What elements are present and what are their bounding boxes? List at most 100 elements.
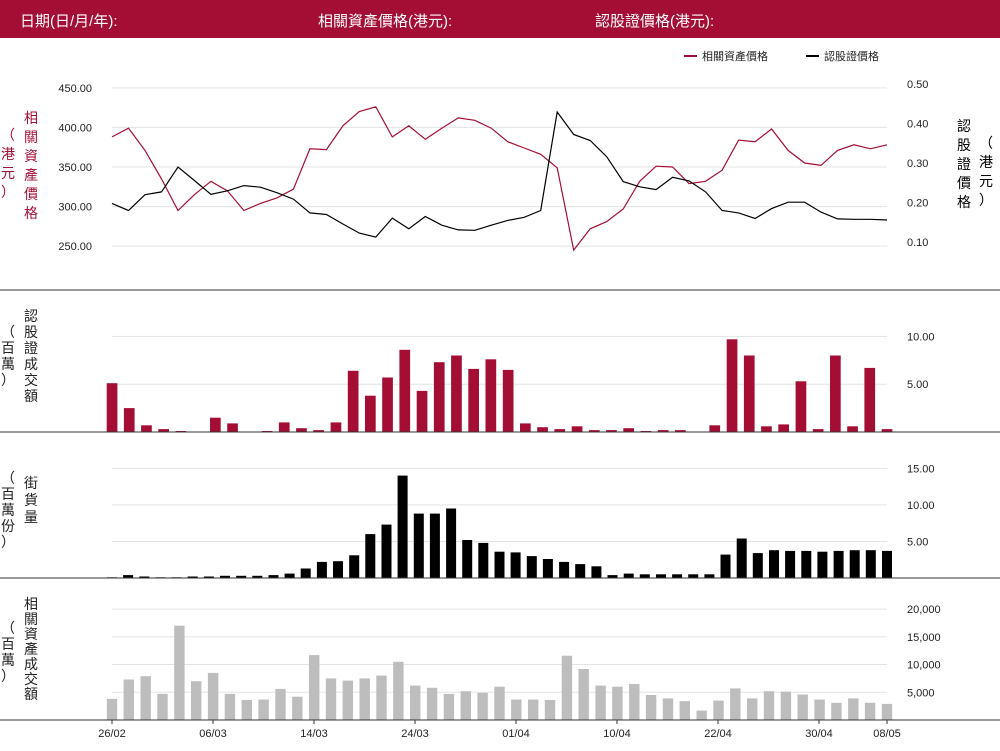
y-tick-label: 15,000	[907, 632, 941, 644]
bar	[510, 552, 521, 578]
y-tick-label: 10.00	[907, 500, 935, 512]
bar	[595, 685, 606, 720]
bar	[210, 417, 221, 432]
bar	[207, 672, 219, 720]
bar	[795, 381, 807, 432]
y-tick-label: 5,000	[907, 687, 935, 699]
bar	[139, 576, 150, 578]
y-left-tick-label: 250.00	[58, 241, 92, 253]
bar	[413, 513, 424, 578]
bar	[359, 678, 370, 720]
bar	[300, 568, 311, 578]
bar	[284, 573, 295, 578]
y-right-axis-unit: （港元）	[979, 135, 993, 208]
bar	[309, 655, 320, 720]
bar	[801, 550, 812, 578]
bar	[462, 540, 473, 578]
bar	[769, 550, 779, 578]
bar	[187, 576, 198, 578]
bar	[623, 428, 634, 432]
bar	[446, 508, 457, 578]
bar	[847, 426, 858, 432]
y-tick-label: 5.00	[907, 379, 928, 391]
y-left-tick-label: 350.00	[58, 162, 92, 174]
x-tick-label: 08/05	[873, 728, 901, 740]
date-label: 日期(日/月/年):	[20, 13, 118, 30]
bar	[743, 355, 755, 432]
bar	[141, 425, 152, 432]
bar	[559, 561, 570, 578]
legend-label-warrant: 認股證價格	[824, 49, 879, 63]
bar	[747, 698, 758, 720]
bar	[607, 575, 618, 578]
bar	[429, 513, 440, 578]
bar	[485, 359, 497, 432]
bar	[688, 574, 699, 578]
bar	[174, 625, 185, 720]
bar	[426, 687, 438, 720]
bar	[612, 686, 623, 720]
bar	[220, 575, 230, 578]
bar	[780, 691, 792, 720]
bar	[736, 538, 747, 578]
bar	[561, 655, 573, 720]
underlying-price-label: 相關資產價格(港元):	[318, 13, 453, 30]
y-left-tick-label: 300.00	[58, 202, 92, 214]
bar	[416, 390, 428, 432]
y-left-tick-label: 400.00	[58, 122, 92, 134]
y-axis-unit: （百萬份）	[1, 470, 15, 550]
bar	[526, 556, 537, 578]
bar	[106, 698, 118, 720]
bar	[656, 574, 666, 578]
y-tick-label: 15.00	[907, 463, 935, 475]
bar	[268, 575, 279, 578]
x-tick-label: 22/04	[704, 728, 732, 740]
bar	[639, 574, 650, 578]
bar	[833, 550, 844, 578]
y-axis-unit: （百萬）	[1, 324, 15, 388]
bar	[278, 422, 290, 432]
x-tick-label: 01/04	[502, 728, 530, 740]
bar	[477, 692, 488, 720]
bar	[258, 699, 269, 720]
bar	[849, 550, 860, 578]
bar	[645, 695, 657, 720]
bar	[410, 685, 421, 720]
bar	[696, 710, 707, 720]
bar	[542, 559, 553, 578]
bar	[528, 699, 539, 720]
bar	[494, 551, 505, 578]
bar	[123, 679, 134, 720]
bar	[814, 699, 825, 720]
bar	[393, 661, 404, 720]
bar	[830, 355, 841, 432]
bar	[203, 576, 214, 578]
bar	[882, 550, 892, 578]
bar	[333, 561, 343, 578]
y-axis-title: 認股證成交額	[24, 308, 38, 404]
bar	[817, 551, 828, 578]
x-tick-label: 26/02	[98, 728, 126, 740]
bar	[623, 573, 634, 578]
bar	[224, 693, 236, 720]
bar	[578, 669, 589, 720]
bar	[478, 542, 489, 578]
bar	[881, 429, 893, 432]
y-right-tick-label: 0.40	[907, 118, 928, 130]
bar	[158, 429, 169, 432]
bar	[502, 369, 514, 432]
bar	[347, 370, 359, 432]
y-axis-unit: （百萬）	[1, 620, 15, 684]
bar	[591, 566, 602, 578]
bar	[381, 524, 392, 578]
bar	[365, 395, 376, 432]
bar	[537, 427, 548, 432]
y-right-tick-label: 0.20	[907, 198, 928, 210]
bar	[657, 430, 669, 432]
y-right-axis-title: 認股證價格	[957, 118, 971, 210]
bar	[123, 575, 134, 578]
bar	[575, 564, 586, 578]
bar	[675, 430, 686, 432]
bar	[296, 428, 307, 432]
bar	[227, 423, 238, 432]
